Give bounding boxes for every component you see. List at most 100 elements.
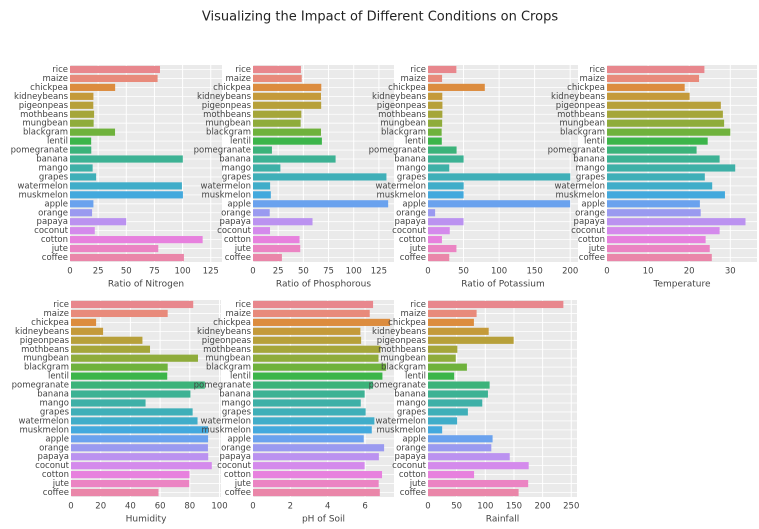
bar	[71, 363, 168, 371]
bar	[253, 327, 361, 335]
y-tick-label: jute	[234, 244, 251, 254]
y-tick-label: papaya	[220, 217, 251, 227]
bar	[71, 372, 168, 380]
bar	[428, 435, 493, 443]
y-tick-label: apple	[227, 199, 251, 209]
y-tick-label: papaya	[395, 452, 426, 462]
bar	[253, 479, 379, 488]
x-tick-label: 125	[371, 267, 387, 277]
x-tick-label: 75	[149, 267, 160, 277]
bar	[253, 191, 271, 199]
y-tick-label: orange	[396, 443, 426, 453]
bar	[71, 381, 205, 389]
y-tick-label: rice	[53, 300, 69, 310]
chart-title: Visualizing the Impact of Different Cond…	[202, 10, 558, 25]
y-tick-label: papaya	[37, 217, 68, 227]
bar	[253, 453, 379, 461]
y-tick-label: mango	[576, 163, 605, 173]
y-tick-label: mungbean	[23, 354, 69, 364]
y-tick-label: maize	[43, 309, 69, 319]
bar	[70, 218, 127, 226]
x-tick-label: 150	[506, 502, 522, 512]
bar	[253, 309, 370, 318]
y-tick-label: pomegranate	[194, 146, 251, 156]
y-tick-label: apple	[402, 434, 426, 444]
y-tick-label: mango	[39, 163, 68, 173]
y-tick-label: maize	[42, 74, 68, 84]
y-tick-label: orange	[221, 443, 251, 453]
bar	[253, 426, 372, 434]
bar	[607, 209, 701, 217]
bar	[428, 182, 464, 190]
x-tick-label: 50	[451, 502, 462, 512]
bar	[607, 191, 725, 199]
bar	[607, 119, 725, 127]
bar	[428, 390, 488, 398]
y-tick-label: mungbean	[22, 119, 68, 129]
y-tick-label: pigeonpeas	[556, 101, 606, 111]
bar	[71, 327, 104, 335]
x-tick-label: 250	[563, 502, 579, 512]
bar	[70, 236, 203, 244]
bar	[253, 444, 385, 452]
bar	[428, 444, 492, 452]
bar	[253, 209, 270, 217]
bar	[70, 182, 182, 190]
bar	[253, 83, 322, 91]
bar	[253, 173, 387, 181]
bar	[71, 444, 208, 452]
bar	[70, 119, 94, 127]
x-tick-label: 75	[323, 267, 334, 277]
bar	[71, 336, 143, 344]
bar	[253, 390, 365, 398]
bar	[253, 363, 387, 371]
y-tick-label: watermelon	[554, 181, 605, 191]
y-tick-label: chickpea	[31, 318, 69, 328]
y-tick-label: coconut	[392, 461, 427, 471]
bar	[253, 300, 374, 309]
bar	[428, 74, 443, 83]
y-tick-label: papaya	[574, 217, 605, 227]
bar	[253, 164, 281, 172]
y-tick-label: pigeonpeas	[377, 101, 427, 111]
bar	[70, 209, 93, 217]
x-tick-label: 100	[491, 267, 507, 277]
y-tick-label: maize	[225, 309, 251, 319]
bar	[428, 128, 442, 136]
bar	[253, 236, 300, 244]
bar	[428, 137, 442, 145]
bar	[607, 227, 720, 235]
bar	[607, 128, 731, 136]
bar	[253, 101, 322, 109]
bar	[253, 372, 383, 380]
bar	[71, 417, 198, 425]
y-tick-label: jute	[234, 479, 251, 489]
y-tick-label: coffee	[225, 488, 251, 498]
bar	[428, 363, 467, 371]
bar	[428, 227, 450, 235]
y-tick-label: blackgram	[560, 128, 605, 138]
bar	[71, 435, 209, 443]
bar	[253, 74, 302, 83]
y-tick-label: mothbeans	[557, 110, 605, 120]
bar	[607, 110, 723, 118]
y-tick-label: kidneybeans	[14, 92, 69, 102]
y-tick-label: papaya	[220, 452, 251, 462]
bar	[253, 119, 301, 127]
y-tick-label: lentil	[405, 137, 426, 147]
bar	[253, 417, 375, 425]
y-tick-label: cotton	[578, 235, 605, 245]
bar	[428, 327, 489, 335]
y-tick-label: banana	[219, 155, 251, 165]
bar	[71, 399, 146, 407]
bar	[607, 164, 736, 172]
bar	[607, 253, 712, 262]
y-tick-label: grapes	[222, 407, 252, 417]
bar	[253, 462, 365, 470]
y-tick-label: kidneybeans	[197, 92, 252, 102]
x-axis-label: Ratio of Nitrogen	[108, 280, 184, 290]
bar	[607, 182, 713, 190]
bar	[428, 479, 529, 488]
y-tick-label: lentil	[47, 137, 68, 147]
